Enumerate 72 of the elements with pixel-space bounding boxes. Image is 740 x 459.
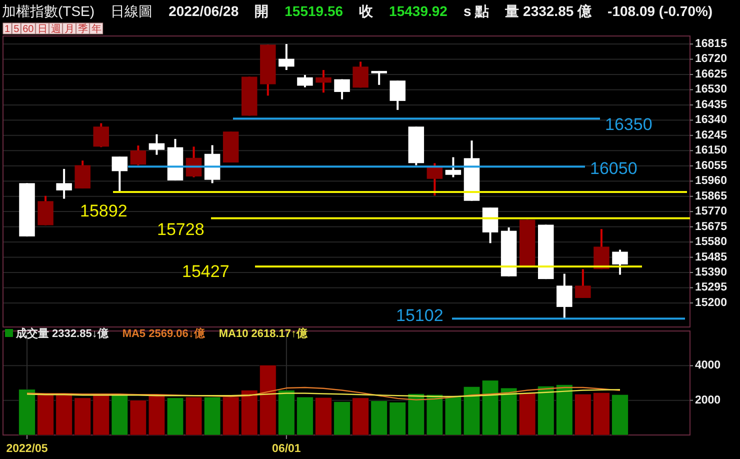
candlestick — [112, 156, 128, 193]
text: 日線圖 — [110, 3, 153, 19]
line-series — [26, 388, 621, 398]
ref-line-label: 16350 — [605, 115, 652, 134]
text: -108.09 (-0.70%) — [608, 3, 713, 19]
text: 15439.92 — [389, 3, 448, 19]
text: 2022/06/28 — [168, 3, 239, 19]
y-tick-label: 16625 — [695, 68, 728, 80]
candlestick — [575, 268, 591, 299]
candlestick — [352, 60, 368, 89]
chart-title: 加權指數(TSE) — [2, 3, 95, 19]
text: 日 — [37, 24, 48, 35]
text: 15519.56 — [284, 3, 344, 19]
y-tick-label: 4000 — [695, 360, 721, 372]
ref-line-label: 15427 — [182, 262, 230, 282]
y-tick-label: 16245 — [695, 129, 728, 142]
y-tick-label: 16340 — [695, 114, 727, 126]
candlestick — [334, 78, 350, 100]
y-tick-label: 16530 — [695, 84, 727, 96]
candlestick — [93, 122, 109, 148]
candlestick — [130, 144, 146, 166]
y-tick-label: 15865 — [695, 190, 728, 202]
candlestick — [297, 74, 313, 88]
text: 月 — [64, 24, 74, 35]
y-tick-label: 16435 — [695, 98, 728, 111]
bar — [463, 386, 480, 436]
ref-line-label: 15892 — [80, 202, 128, 220]
y-tick-label: 15390 — [695, 266, 727, 278]
candlestick — [556, 272, 572, 320]
y-tick-label: 15770 — [695, 206, 727, 218]
text: 60 — [22, 24, 34, 35]
bar — [166, 398, 184, 436]
text: 5 — [14, 24, 20, 35]
y-tick-label: 15580 — [695, 236, 727, 248]
text: 收 — [359, 3, 374, 19]
text: 量 2332.85 億 — [504, 3, 593, 19]
candlestick — [371, 70, 387, 86]
ref-line-label: 15102 — [396, 306, 444, 326]
text: 開 — [254, 3, 269, 19]
candlestick — [316, 68, 332, 94]
y-tick-label: 16815 — [695, 38, 728, 50]
candlestick — [74, 160, 90, 190]
y-tick-label: 15200 — [695, 296, 727, 309]
candlestick — [445, 156, 462, 178]
text: 年 — [91, 23, 102, 35]
text: 週 — [50, 24, 61, 35]
candlestick — [594, 228, 610, 270]
candlestick — [278, 43, 294, 71]
candlestick — [148, 133, 165, 156]
candlestick — [612, 248, 628, 276]
text: 季 — [78, 23, 88, 35]
candlestick — [56, 168, 72, 200]
y-tick-label: 15675 — [695, 220, 728, 233]
y-tick-label: 16720 — [695, 53, 727, 66]
y-tick-label: 15960 — [695, 175, 727, 188]
legend-label: 成交量 2332.85↓億 — [15, 327, 110, 340]
candlestick — [390, 80, 406, 111]
y-tick-label: 16150 — [695, 144, 727, 157]
x-tick-label: 2022/05 — [6, 443, 48, 455]
y-tick-label: 15485 — [695, 251, 728, 264]
ref-line-label: 16050 — [590, 159, 638, 178]
text: 1 — [4, 24, 10, 35]
y-tick-label: 16055 — [695, 160, 728, 172]
candlestick — [426, 162, 443, 197]
text: MA5 2569.06↓億 — [122, 327, 206, 340]
text: s 點 — [463, 3, 490, 19]
y-tick-label: 2000 — [695, 394, 721, 406]
y-tick-label: 15295 — [695, 282, 728, 294]
ref-line-label: 15728 — [157, 220, 204, 239]
line-series — [26, 386, 621, 400]
text: MA10 2618.17↑億 — [218, 327, 309, 340]
x-tick-label: 06/01 — [272, 443, 302, 455]
